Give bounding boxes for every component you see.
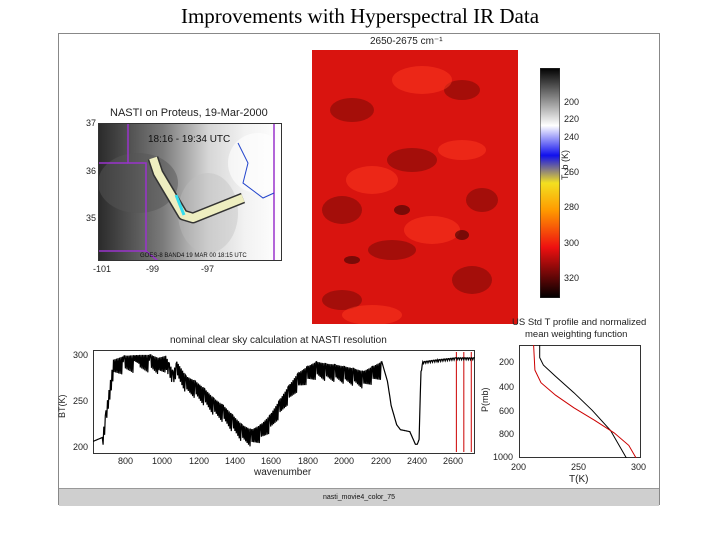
band-label: 2650-2675 cm⁻¹ — [370, 36, 443, 47]
spectrum-xlabel: wavenumber — [254, 467, 312, 478]
track-highlight — [174, 194, 186, 216]
spectrum-xtick: 2200 — [371, 456, 392, 466]
spectrum-xtick: 1600 — [261, 456, 282, 466]
profile-ytick: 400 — [499, 382, 515, 392]
profile-ylabel: P(mb) — [480, 387, 490, 413]
lon-tick: -99 — [146, 264, 160, 274]
lat-tick: 35 — [86, 213, 97, 223]
spectrum-xtick: 2600 — [443, 456, 464, 466]
spectrum-ytick: 200 — [73, 442, 89, 452]
colorbar-tick: 320 — [564, 273, 580, 283]
colorbar-tick: 280 — [564, 202, 580, 212]
profile-title-line1: US Std T profile and normalized — [512, 317, 647, 328]
river-line — [237, 142, 275, 199]
spectrum-xtick: 1200 — [189, 456, 210, 466]
goes-caption: GOES-8 BAND4 19 MAR 00 18:15 UTC — [140, 253, 247, 259]
profile-xlabel: T(K) — [569, 474, 589, 485]
profile-ytick: 1000 — [493, 452, 514, 462]
colorbar-tick: 260 — [564, 167, 580, 177]
spectrum-xtick: 2400 — [407, 456, 428, 466]
lat-tick: 37 — [86, 118, 97, 128]
spectrum-xtick: 2000 — [334, 456, 355, 466]
lat-tick: 36 — [86, 166, 97, 176]
spectrum-title: nominal clear sky calculation at NASTI r… — [170, 335, 387, 346]
spectrum-ytick: 300 — [73, 350, 89, 360]
spectrum-xtick: 1400 — [225, 456, 246, 466]
slide-title: Improvements with Hyperspectral IR Data — [180, 4, 540, 28]
profile-title-line2: mean weighting function — [525, 329, 628, 340]
spectrum-plot — [93, 350, 475, 454]
profile-xtick: 200 — [511, 462, 527, 472]
goes-satellite-map — [98, 123, 282, 261]
colorbar — [540, 68, 560, 298]
spectrum-ytick: 250 — [73, 396, 89, 406]
state-border — [127, 123, 159, 261]
profile-ytick: 600 — [499, 406, 515, 416]
profile-ytick: 800 — [499, 429, 515, 439]
colorbar-tick: 200 — [564, 97, 580, 107]
spectrum-xtick: 800 — [118, 456, 134, 466]
lon-tick: -101 — [93, 264, 112, 274]
spectrum-xtick: 1000 — [152, 456, 173, 466]
status-bar: nasti_movie4_color_75 — [59, 488, 659, 506]
lon-tick: -97 — [201, 264, 215, 274]
colorbar-tick: 240 — [564, 132, 580, 142]
profile-xtick: 300 — [631, 462, 647, 472]
profile-plot — [519, 345, 641, 458]
profile-ytick: 200 — [499, 357, 515, 367]
weighting-function-line — [533, 345, 637, 458]
temperature-profile-line — [539, 345, 627, 458]
spectrum-ylabel: BT(K) — [57, 394, 67, 419]
spectrum-xtick: 1800 — [298, 456, 319, 466]
bt-series-line — [93, 354, 475, 447]
colorbar-tick: 300 — [564, 238, 580, 248]
time-range-label: 18:16 - 19:34 UTC — [148, 134, 231, 145]
profile-xtick: 250 — [571, 462, 587, 472]
colorbar-tick: 220 — [564, 114, 580, 124]
tb-image — [312, 50, 518, 324]
map-title: NASTI on Proteus, 19-Mar-2000 — [110, 107, 268, 119]
colorbar-label: T_b (K) — [560, 149, 570, 180]
